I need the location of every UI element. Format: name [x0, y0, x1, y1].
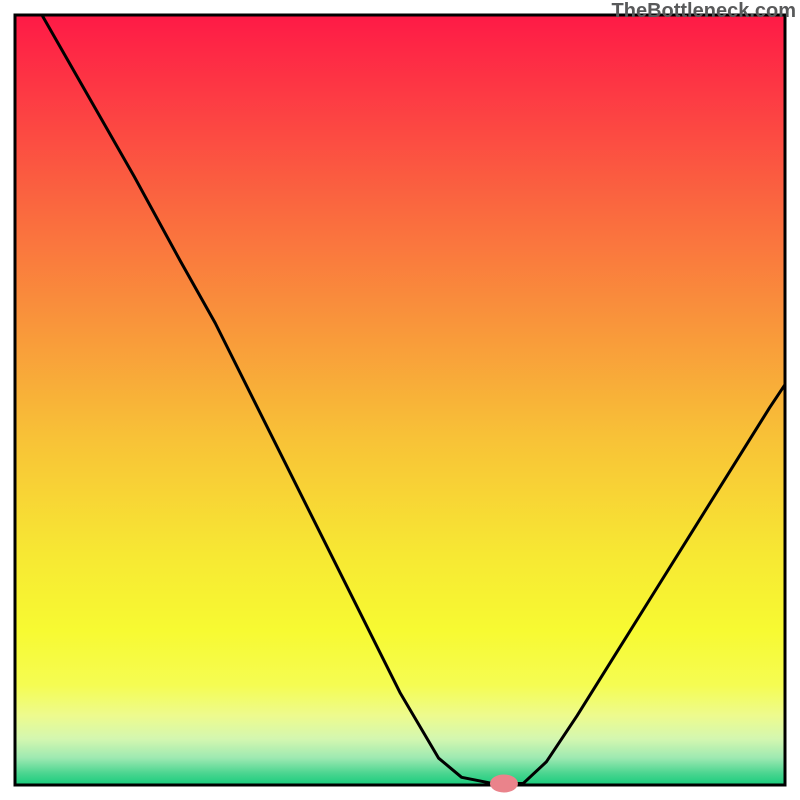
chart-container: TheBottleneck.com — [0, 0, 800, 800]
chart-line-layer — [0, 0, 800, 800]
bottleneck-curve — [42, 15, 785, 783]
watermark-text: TheBottleneck.com — [612, 0, 796, 23]
optimal-point-marker — [490, 774, 518, 792]
